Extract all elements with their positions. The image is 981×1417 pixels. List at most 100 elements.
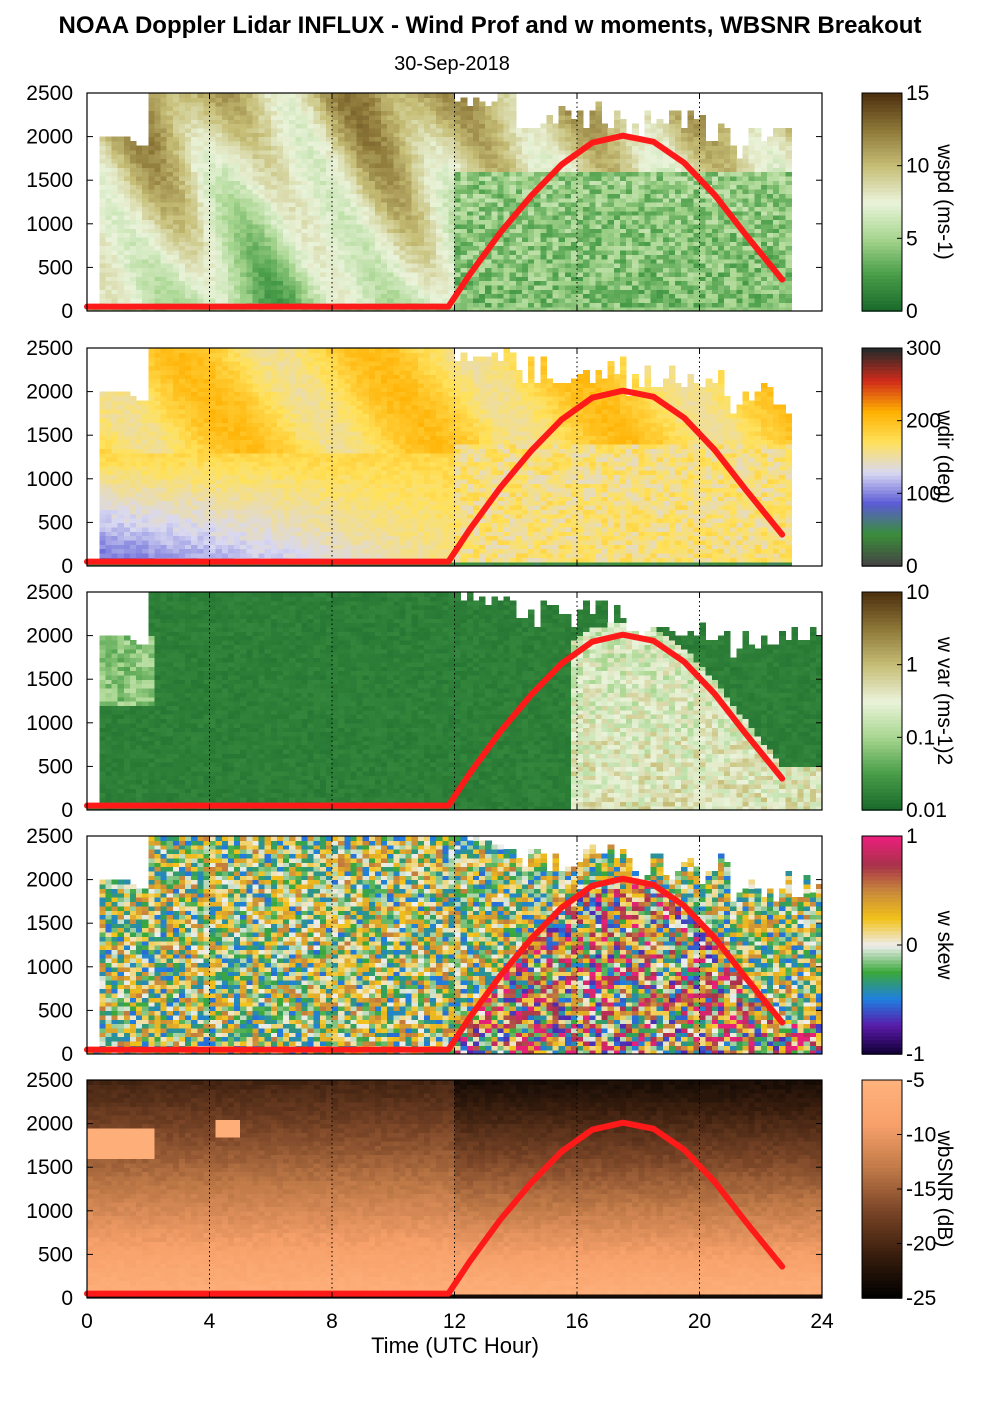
heatmap-cell [418,241,425,246]
heatmap-cell [301,163,308,168]
heatmap-cell [479,150,486,155]
heatmap-cell [308,259,315,264]
heatmap-cell [504,97,511,102]
heatmap-cell [712,289,719,294]
heatmap-cell [681,193,688,198]
heatmap-cell [730,172,737,177]
heatmap-cell [577,193,584,198]
heatmap-cell [534,163,541,168]
heatmap-cell [228,206,235,211]
heatmap-cell [442,276,449,281]
heatmap-cell [412,137,419,142]
heatmap-cell [332,219,339,224]
heatmap-cell [240,215,247,220]
heatmap-cell [240,189,247,194]
heatmap-cell [657,272,664,277]
heatmap-cell [179,198,186,203]
heatmap-cell [216,246,223,251]
heatmap-cell [167,176,174,181]
heatmap-cell [534,259,541,264]
heatmap-cell [675,276,682,281]
heatmap-cell [252,154,259,159]
heatmap-cell [553,202,560,207]
heatmap-cell [167,272,174,277]
heatmap-cell [749,176,756,181]
heatmap-cell [399,145,406,150]
heatmap-cell [436,294,443,299]
heatmap-cell [608,254,615,259]
heatmap-cell [301,124,308,129]
heatmap-cell [301,145,308,150]
heatmap-cell [277,163,284,168]
heatmap-cell [644,145,651,150]
heatmap-cell [546,250,553,255]
heatmap-cell [418,215,425,220]
heatmap-cell [283,106,290,111]
heatmap-cell [130,294,137,299]
heatmap-cell [614,180,621,185]
heatmap-cell [173,250,180,255]
heatmap-cell [736,272,743,277]
heatmap-cell [289,163,296,168]
heatmap-cell [602,154,609,159]
heatmap-cell [479,294,486,299]
heatmap-cell [730,250,737,255]
heatmap-cell [546,154,553,159]
heatmap-cell [479,211,486,216]
heatmap-cell [602,193,609,198]
heatmap-cell [228,154,235,159]
heatmap-cell [265,233,272,238]
heatmap-cell [289,119,296,124]
heatmap-cell [504,241,511,246]
heatmap-cell [638,224,645,229]
heatmap-cell [154,137,161,142]
heatmap-cell [363,237,370,242]
heatmap-cell [546,119,553,124]
heatmap-cell [197,93,204,98]
heatmap-cell [252,141,259,146]
heatmap-cell [375,198,382,203]
heatmap-cell [736,294,743,299]
heatmap-cell [332,285,339,290]
heatmap-cell [620,302,627,307]
heatmap-cell [718,176,725,181]
heatmap-cell [730,267,737,272]
heatmap-cell [467,206,474,211]
heatmap-cell [577,259,584,264]
heatmap-cell [755,302,762,307]
heatmap-cell [332,189,339,194]
heatmap-cell [614,202,621,207]
heatmap-cell [191,272,198,277]
heatmap-cell [412,228,419,233]
heatmap-cell [399,228,406,233]
heatmap-cell [154,281,161,286]
heatmap-cell [534,211,541,216]
heatmap-cell [412,172,419,177]
heatmap-cell [240,106,247,111]
heatmap-cell [553,281,560,286]
heatmap-cell [546,267,553,272]
heatmap-cell [455,115,462,120]
heatmap-cell [332,281,339,286]
heatmap-cell [142,289,149,294]
heatmap-cell [706,215,713,220]
heatmap-cell [516,285,523,290]
heatmap-cell [675,259,682,264]
heatmap-cell [314,237,321,242]
heatmap-cell [565,137,572,142]
heatmap-cell [657,267,664,272]
heatmap-cell [749,185,756,190]
heatmap-cell [130,272,137,277]
heatmap-cell [724,263,731,268]
heatmap-cell [289,250,296,255]
heatmap-cell [718,145,725,150]
heatmap-cell [540,263,547,268]
heatmap-cell [301,102,308,107]
heatmap-cell [430,124,437,129]
heatmap-cell [167,128,174,133]
heatmap-cell [381,141,388,146]
heatmap-cell [320,272,327,277]
heatmap-cell [626,189,633,194]
heatmap-cell [369,141,376,146]
heatmap-cell [675,145,682,150]
